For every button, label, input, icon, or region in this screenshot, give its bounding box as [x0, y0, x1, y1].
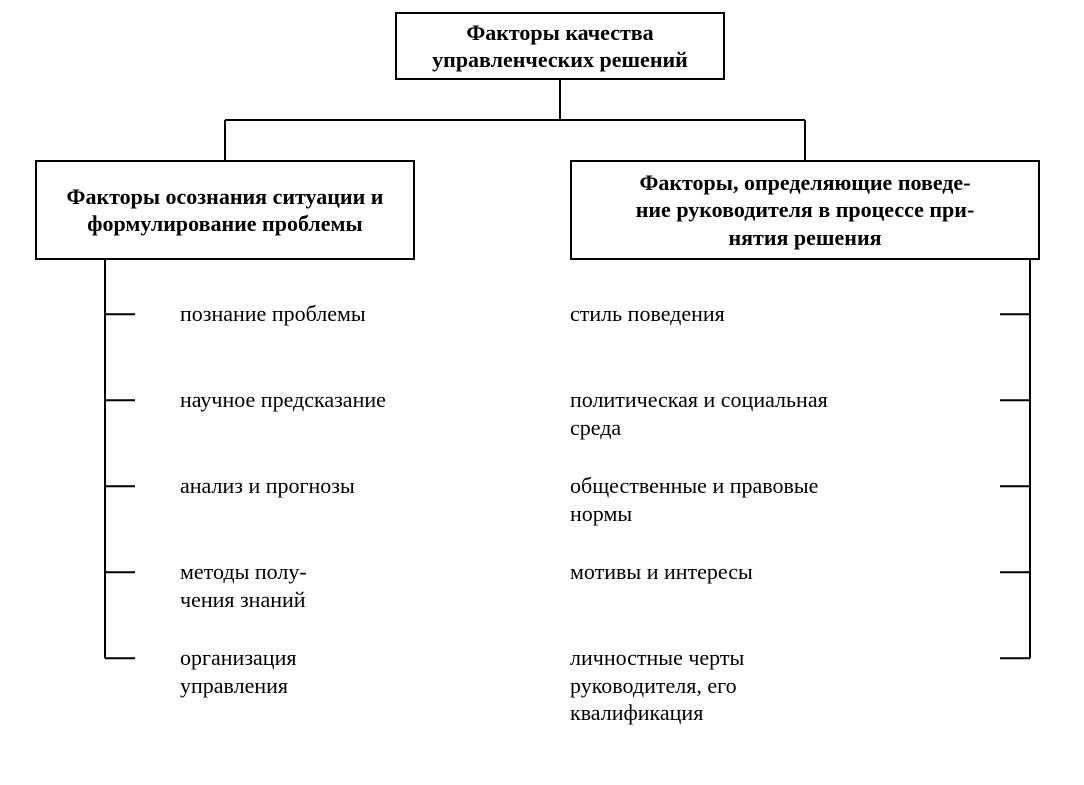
- list-item-label: личностные черты руководителя, его квали…: [570, 645, 744, 725]
- list-item: стиль поведения: [570, 300, 830, 328]
- list-item: мотивы и интересы: [570, 558, 830, 586]
- branch-box-right: Факторы, определяющие поведе-ние руковод…: [570, 160, 1040, 260]
- list-item: личностные черты руководителя, его квали…: [570, 644, 830, 727]
- branch-label: Факторы осознания ситуации и формулирова…: [51, 183, 399, 238]
- list-item-label: организация управления: [180, 645, 296, 698]
- list-item-label: анализ и прогнозы: [180, 473, 355, 498]
- list-item-label: общественные и правовые нормы: [570, 473, 818, 526]
- list-item: политическая и социальная среда: [570, 386, 830, 441]
- root-box: Факторы качества управленческих решений: [395, 12, 725, 80]
- list-item: анализ и прогнозы: [180, 472, 400, 500]
- list-item: организация управления: [180, 644, 400, 699]
- branch-label: Факторы, определяющие поведе-ние руковод…: [636, 169, 975, 252]
- connector-lines: [0, 0, 1084, 785]
- branch-box-left: Факторы осознания ситуации и формулирова…: [35, 160, 415, 260]
- root-label: Факторы качества управленческих решений: [411, 19, 709, 74]
- list-item: познание проблемы: [180, 300, 400, 328]
- list-item-label: мотивы и интересы: [570, 559, 753, 584]
- list-item: общественные и правовые нормы: [570, 472, 830, 527]
- list-item-label: познание проблемы: [180, 301, 366, 326]
- list-item-label: политическая и социальная среда: [570, 387, 828, 440]
- list-item-label: научное предсказание: [180, 387, 386, 412]
- list-item: методы полу-чения знаний: [180, 558, 400, 613]
- list-item: научное предсказание: [180, 386, 400, 414]
- list-item-label: методы полу-чения знаний: [180, 559, 307, 612]
- list-item-label: стиль поведения: [570, 301, 725, 326]
